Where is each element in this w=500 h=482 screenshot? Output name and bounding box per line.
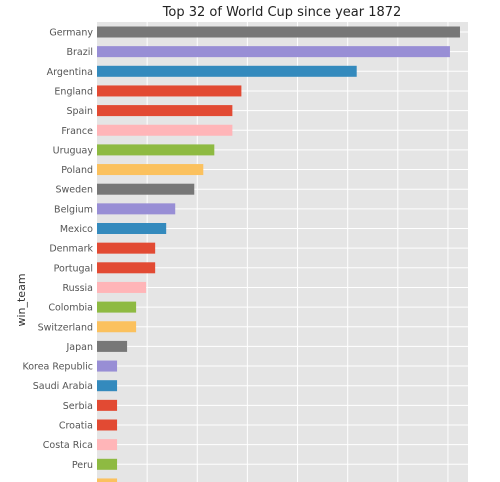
y-tick-label: Japan (66, 342, 94, 353)
y-tick-label: Brazil (66, 47, 93, 58)
y-tick-label: Spain (66, 106, 93, 117)
y-tick-label: Costa Rica (43, 440, 93, 451)
bar (97, 478, 118, 482)
bar (97, 242, 156, 254)
y-tick-label: Uruguay (53, 145, 94, 156)
bar (97, 65, 357, 77)
y-tick-label: Portugal (54, 263, 93, 274)
chart-title: Top 32 of World Cup since year 1872 (162, 5, 402, 20)
y-tick-label: Argentina (47, 67, 93, 78)
bar (97, 85, 242, 97)
y-tick-label: Denmark (49, 244, 93, 255)
bar (97, 340, 128, 352)
bar (97, 164, 204, 176)
bar (97, 223, 167, 234)
y-tick-label: Poland (61, 165, 93, 176)
y-tick-label: Germany (49, 28, 93, 39)
y-tick-label: Mexico (60, 224, 93, 235)
y-axis-label: win_team (15, 273, 28, 326)
bar (97, 46, 450, 58)
bar (97, 105, 233, 117)
y-tick-label: Russia (62, 283, 93, 294)
bar (97, 26, 460, 38)
bar (97, 380, 118, 392)
y-tick-label: Switzerland (38, 322, 93, 333)
y-tick-label: England (54, 86, 93, 97)
y-tick-label: Croatia (59, 421, 93, 432)
y-tick-label: Serbia (63, 401, 93, 412)
bar (97, 262, 156, 274)
bar (97, 458, 118, 470)
bar (97, 144, 215, 156)
bar (97, 183, 195, 195)
y-tick-label: France (61, 126, 93, 137)
bar (97, 321, 137, 333)
bar (97, 399, 118, 411)
y-tick-label: Peru (72, 460, 93, 471)
bar (97, 301, 137, 313)
y-tick-label: Korea Republic (22, 362, 93, 373)
bar (97, 360, 118, 372)
bar (97, 281, 147, 293)
y-tick-label: Colombia (48, 303, 93, 314)
bar (97, 419, 118, 431)
bar (97, 124, 233, 136)
y-tick-label: Belgium (54, 204, 93, 215)
y-tick-label: Sweden (55, 185, 93, 196)
bar (97, 439, 118, 451)
y-tick-labels: Germany Brazil Argentina England Spain France… (22, 28, 93, 471)
bar (97, 203, 176, 215)
y-tick-label: Saudi Arabia (33, 381, 93, 392)
bars (97, 26, 460, 482)
